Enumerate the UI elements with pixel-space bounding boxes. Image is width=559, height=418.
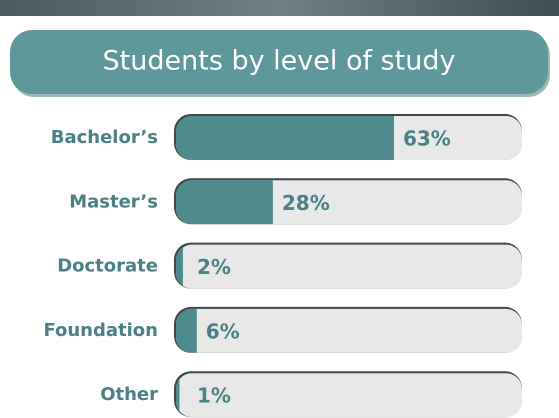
bar — [176, 244, 183, 289]
track — [176, 308, 522, 353]
category-label: Master’s — [69, 191, 158, 212]
value-label: 28% — [282, 191, 330, 215]
track — [176, 373, 522, 418]
value-label: 2% — [197, 255, 231, 279]
bar — [176, 308, 197, 353]
category-label: Foundation — [43, 320, 158, 341]
bar — [176, 180, 273, 225]
bar — [176, 116, 394, 160]
title-banner — [10, 30, 548, 94]
category-label: Bachelor’s — [51, 127, 158, 148]
header-photo — [0, 0, 559, 16]
category-label: Other — [100, 384, 158, 405]
bar — [176, 373, 180, 418]
value-label: 6% — [206, 319, 240, 343]
chart-title: Students by level of study — [103, 46, 456, 77]
value-label: 63% — [403, 127, 451, 151]
track — [176, 244, 522, 289]
category-label: Doctorate — [57, 256, 158, 277]
value-label: 1% — [197, 384, 231, 408]
